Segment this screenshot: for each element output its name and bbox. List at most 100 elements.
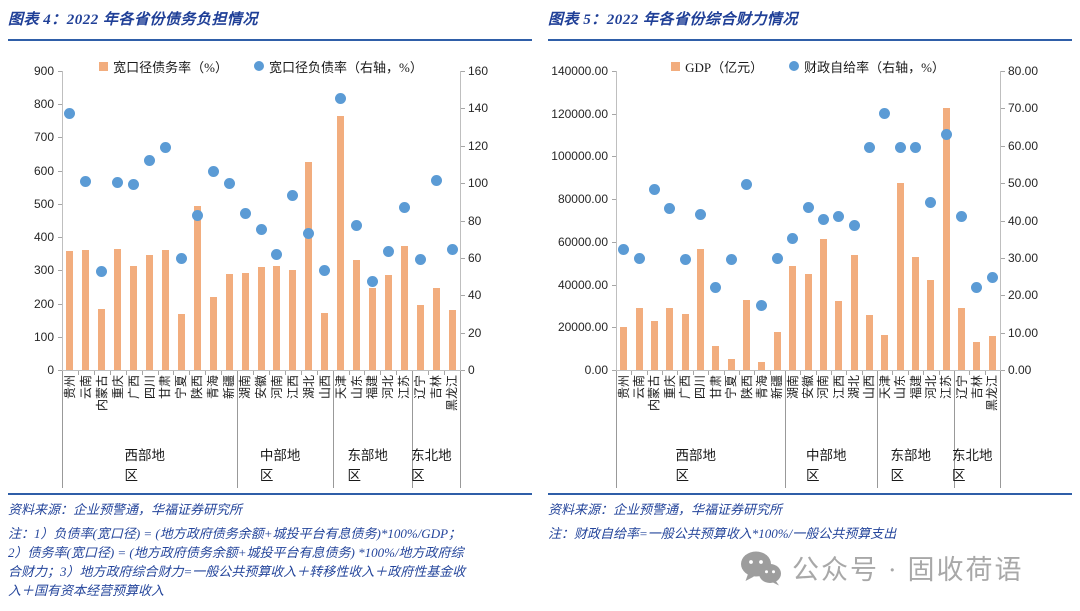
region-group-label: 中部地区: [806, 448, 847, 483]
y-axis-tick: [58, 71, 62, 72]
chart-legend: GDP（亿元） 财政自给率（右轴，%）: [616, 58, 1000, 75]
bar: [448, 310, 456, 370]
note-text: 注：财政自给率=一般公共预算收入*100%/一般公共预算支出: [548, 526, 897, 541]
legend-label: 宽口径债务率（%）: [113, 59, 228, 75]
bar: [804, 273, 812, 370]
x-category-label: 云南: [78, 375, 93, 400]
y-axis-tick: [612, 199, 616, 201]
x-axis-tick: [861, 371, 863, 375]
y-axis-tick-label: 50.00: [1008, 176, 1039, 191]
legend-item: 宽口径债务率（%）: [99, 57, 228, 76]
watermark: 公众号 · 固收荷语: [740, 548, 1024, 587]
x-category-label: 山东: [893, 375, 908, 400]
bar: [988, 336, 996, 370]
x-axis-line: [62, 370, 461, 371]
legend-item: 宽口径负债率（右轴，%）: [254, 57, 423, 76]
scatter-dot: [366, 275, 378, 287]
y-axis-tick: [461, 108, 465, 110]
bar: [758, 362, 766, 370]
x-axis-tick: [284, 371, 286, 375]
x-axis-tick: [723, 371, 725, 375]
fiscal-chart: 140000.00 120000.00 100000.00 80000.00 60000…: [548, 8, 1072, 608]
y-axis-left-line: [616, 71, 617, 370]
y-axis-tick-label: 140000.00: [551, 64, 608, 78]
y-axis-tick-label: 80: [468, 213, 482, 228]
bar: [432, 288, 440, 370]
y-axis-tick: [612, 71, 616, 72]
scatter-dot: [741, 179, 753, 191]
y-axis-tick-label: 100: [33, 329, 54, 344]
x-category-label: 天津: [333, 375, 348, 400]
bar: [177, 314, 185, 370]
bar: [773, 332, 781, 370]
x-category-label: 辽宁: [413, 375, 428, 400]
x-axis-tick: [738, 371, 740, 375]
x-category-label: 安徽: [254, 375, 268, 400]
x-category-label: 江苏: [397, 375, 412, 400]
figure-title: 图表 5：2022 年各省份综合财力情况: [548, 12, 799, 28]
x-category-label: 云南: [632, 375, 647, 400]
scatter-dot: [802, 201, 814, 213]
y-axis-tick: [1001, 257, 1005, 259]
y-axis-tick-label: 60: [468, 250, 482, 265]
scatter-dot: [414, 254, 426, 266]
scatter-dot: [96, 266, 108, 278]
scatter-dot: [255, 224, 267, 236]
bar: [193, 206, 201, 370]
bar: [681, 313, 689, 370]
x-category-label: 湖北: [301, 375, 316, 400]
scatter-dot: [848, 219, 860, 231]
x-category-label: 江苏: [939, 375, 954, 400]
note-text: 注：1）负债率(宽口径) = (地方政府债务余额+城投平台有息债务)*100%/…: [8, 526, 466, 598]
y-axis-tick-label: 60.00: [1008, 138, 1039, 153]
x-axis-tick: [316, 371, 318, 375]
y-axis-tick: [1001, 370, 1005, 371]
x-category-label: 四川: [142, 375, 157, 400]
x-axis-tick: [93, 371, 95, 375]
scatter-dot: [771, 253, 783, 265]
scatter-dot: [833, 210, 845, 222]
x-axis-tick: [631, 371, 633, 375]
scatter-dot: [710, 281, 722, 293]
group-separator: [953, 371, 955, 488]
x-axis-tick: [77, 371, 79, 375]
x-category-label: 吉林: [429, 375, 444, 400]
x-category-label: 内蒙古: [647, 375, 662, 412]
x-category-label: 青海: [754, 375, 769, 400]
bar: [209, 297, 217, 370]
y-axis-tick: [58, 303, 62, 305]
scatter-dot: [787, 233, 799, 245]
bar: [835, 301, 843, 370]
source-text: 资料来源：企业预警通，华福证券研究所: [548, 502, 783, 517]
scatter-dot: [446, 243, 458, 255]
legend-dot-swatch: [789, 61, 800, 71]
x-axis-tick: [444, 371, 446, 375]
bar: [146, 254, 154, 370]
x-category-label: 河北: [381, 375, 396, 400]
x-category-label: 江西: [285, 375, 300, 400]
x-category-label: 陕西: [739, 375, 754, 400]
scatter-dot: [971, 282, 983, 294]
scatter-dot: [80, 175, 92, 187]
y-axis-tick: [1001, 295, 1005, 297]
x-axis-tick: [923, 371, 925, 375]
group-separator: [62, 371, 63, 488]
y-axis-tick-label: 120: [468, 138, 489, 153]
bar: [98, 308, 106, 370]
x-axis-tick: [428, 371, 430, 375]
scatter-dot: [175, 253, 187, 265]
y-axis-tick-label: 200: [33, 296, 54, 311]
y-axis-tick: [461, 332, 465, 334]
bar: [400, 245, 408, 370]
scatter-dot: [207, 166, 219, 178]
bar: [321, 313, 329, 370]
y-axis-tick-label: 10.00: [1008, 325, 1039, 340]
bar: [130, 265, 138, 370]
y-axis-tick-label: 800: [33, 97, 54, 112]
x-category-label: 吉林: [969, 375, 984, 400]
bar: [850, 255, 858, 370]
y-axis-tick-label: 120000.00: [551, 106, 608, 121]
x-category-label: 黑龙江: [445, 375, 460, 412]
bar: [635, 308, 643, 370]
bar: [273, 265, 281, 370]
